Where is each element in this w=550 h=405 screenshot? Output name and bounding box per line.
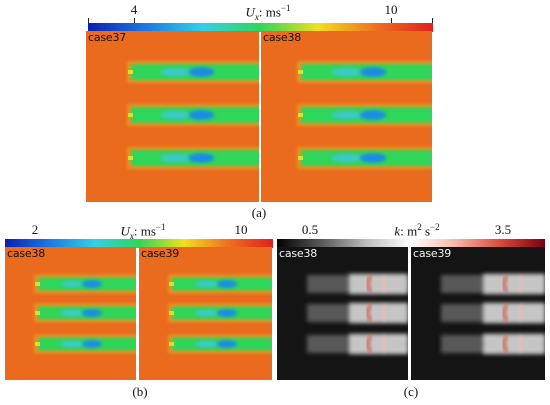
jet-core [331,154,363,162]
jet-core [359,67,387,77]
jet-core [359,110,387,120]
panel-label: case38 [263,31,302,44]
jet-core [60,309,85,317]
jet-core [160,154,192,162]
tke-wake-bright [349,334,408,354]
inlet [298,113,303,117]
tke-field-case38 [277,247,408,380]
tke-hotspot [365,274,373,294]
inlet [128,70,133,74]
colorbar-a-gradient [88,23,433,32]
colorbar-c-gradient [277,239,545,248]
colorbar-b-tick-label: 10 [234,222,248,237]
panel-label: case38 [7,247,46,260]
jet-core [195,280,219,288]
inlet [169,342,174,346]
jet-core [195,309,219,317]
colorbar-b-title: Ux: ms−1 [120,222,166,241]
tke-field-case39 [411,247,545,380]
colorbar-a-tick-label: 10 [384,2,398,17]
jet-core [359,153,387,163]
jet-core [188,153,215,163]
flow-field-case38-b [5,247,136,380]
jet-core [217,280,237,288]
inlet [128,113,133,117]
panel-b-case38: case38 [5,247,136,380]
inlet [169,311,174,315]
jet-core [60,280,85,288]
colorbar-c-title: k: m2 s−2 [394,222,440,239]
panel-a-case38: case38 [261,31,432,202]
colorbar-b: Ux: ms−1 2 10 [5,222,273,248]
jet-core [217,340,237,348]
jet-core [82,280,102,288]
tke-wake-bright [349,274,408,294]
inlet [35,282,40,286]
inlet [128,156,133,160]
colorbar-a-tick [432,18,433,23]
caption-a: (a) [251,205,267,220]
jet-core [195,340,219,348]
inlet [35,311,40,315]
colorbar-a-tick [88,18,89,23]
jet-core [160,111,192,119]
tke-hotspot [365,334,373,354]
inlet [35,342,40,346]
jet-core [160,68,192,76]
tke-hotspot [517,276,524,292]
tke-wake-bright [483,274,545,294]
colorbar-c-tick-label: 3.5 [494,222,512,237]
jet-core [331,111,363,119]
colorbar-a-tick-label: 4 [130,2,138,17]
tke-wake-bright [483,334,545,354]
inlet [298,70,303,74]
panel-label: case39 [141,247,180,260]
colorbar-c-tick-label: 0.5 [301,222,319,237]
flow-field-case38 [261,31,432,202]
caption-b: (b) [132,384,148,399]
jet-core [331,68,363,76]
colorbar-a-tick [134,18,135,23]
tke-hotspot [517,305,524,321]
jet-core [60,340,85,348]
colorbar-b-tick-label: 2 [31,222,39,237]
jet-core [188,110,215,120]
colorbar-b-gradient [5,239,273,248]
panel-b-case39: case39 [139,247,272,380]
colorbar-a: Ux: ms−1 4 10 [88,2,433,32]
tke-hotspot [501,303,509,323]
panel-c-case38: case38 [277,247,408,380]
jet-core [82,309,102,317]
inlet [298,156,303,160]
panel-label: case39 [413,247,452,260]
panel-c-case39: case39 [411,247,545,380]
tke-hotspot [501,274,509,294]
jet-core [82,340,102,348]
jet-core [217,309,237,317]
tke-wake-bright [483,303,545,323]
flow-field-case37 [86,31,259,202]
panel-label: case37 [88,31,127,44]
panel-label: case38 [279,247,318,260]
tke-wake-bright [349,303,408,323]
colorbar-a-title: Ux: ms−1 [245,3,291,22]
panel-a-case37: case37 [86,31,259,202]
flow-field-case39-b [139,247,272,380]
caption-c: (c) [403,384,419,399]
tke-hotspot [381,276,387,292]
jet-core [188,67,215,77]
tke-hotspot [365,303,373,323]
inlet [169,282,174,286]
tke-hotspot [381,305,387,321]
tke-hotspot [517,336,524,352]
tke-hotspot [381,336,387,352]
colorbar-a-tick [391,18,392,23]
tke-hotspot [501,334,509,354]
colorbar-c: k: m2 s−2 0.5 3.5 [277,222,545,248]
